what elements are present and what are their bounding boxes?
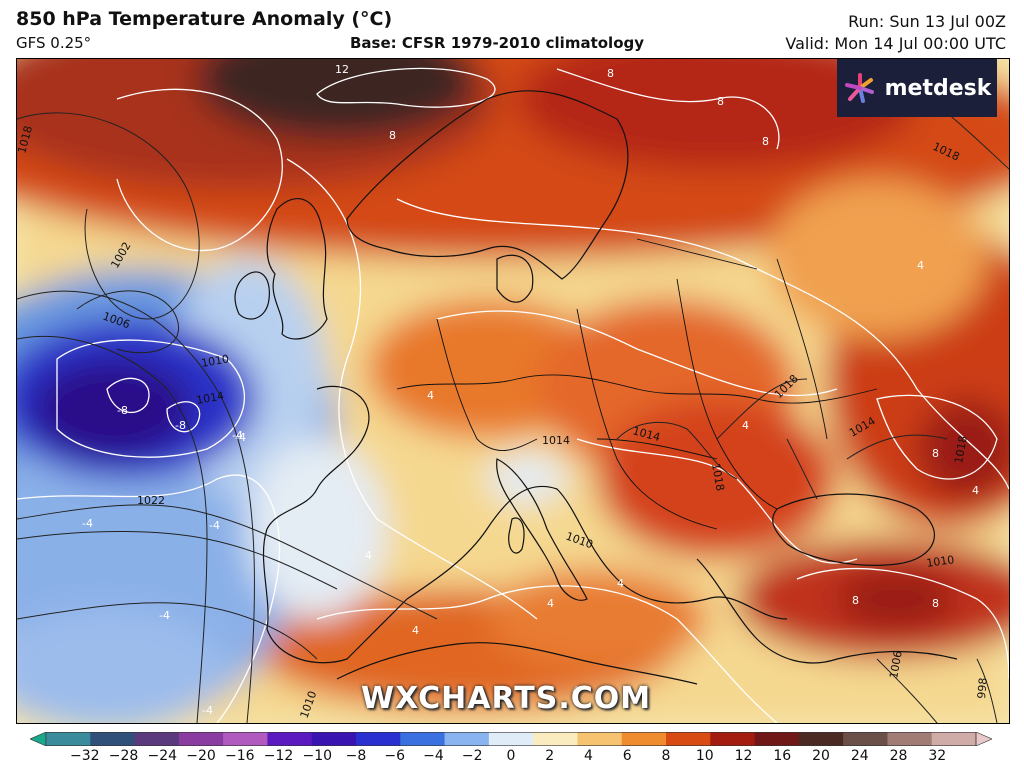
colorbar-extend-low <box>30 732 47 746</box>
colorbar-cell <box>488 732 534 746</box>
anomaly-map[interactable]: 1018 1002 1006 1010 1014 1022 1018 1018 … <box>16 58 1010 724</box>
colorbar-tick-label: 24 <box>850 748 869 764</box>
anomaly-label: -4 <box>82 517 93 530</box>
colorbar-tick-label: 20 <box>812 748 830 764</box>
isobar-label: 1018 <box>709 462 727 492</box>
anomaly-label: 4 <box>742 419 749 432</box>
colorbar-tick-label: −8 <box>345 748 367 764</box>
colorbar-tick-label: −10 <box>302 748 333 764</box>
metdesk-logo-text: metdesk <box>884 75 992 101</box>
colorbar-tick-label: −28 <box>108 748 139 764</box>
anomaly-label: 4 <box>427 389 434 402</box>
colorbar-tick-label: 28 <box>889 748 908 764</box>
isobar-label: 1014 <box>542 434 570 447</box>
anomaly-label: -4 <box>235 431 246 444</box>
colorbar-cell <box>400 732 446 746</box>
valid-time-label: Valid: Mon 14 Jul 00:00 UTC <box>785 34 1006 53</box>
anomaly-label: 8 <box>762 135 769 148</box>
colorbar-cell <box>754 732 800 746</box>
map-title: 850 hPa Temperature Anomaly (°C) <box>16 8 393 30</box>
model-label: GFS 0.25° <box>16 34 92 52</box>
isobar-label: 1006 <box>887 650 905 680</box>
colorbar-tick-label: 32 <box>928 748 947 764</box>
colorbar-tick-label: 0 <box>506 748 516 764</box>
colorbar-tick-label: 10 <box>695 748 714 764</box>
colorbar-cell <box>267 732 313 746</box>
colorbar-tick-label: −6 <box>384 748 406 764</box>
anomaly-label: -4 <box>209 519 220 532</box>
anomaly-field <box>17 59 1009 723</box>
anomaly-label: -4 <box>159 609 170 622</box>
anomaly-label-layer: 12 8 8 8 8 -4 -8 -8 -4 -4 -4 -4 -4 4 4 4… <box>82 63 979 717</box>
isobar-label: 1010 <box>926 553 956 570</box>
anomaly-label: 4 <box>972 484 979 497</box>
anomaly-label: 8 <box>932 447 939 460</box>
colorbar-tick-label: −24 <box>147 748 178 764</box>
climatology-base-label: Base: CFSR 1979-2010 climatology <box>350 34 645 52</box>
run-time-label: Run: Sun 13 Jul 00Z <box>848 12 1006 31</box>
isobar-label: 998 <box>975 677 990 699</box>
colorbar-cell <box>46 732 91 746</box>
colorbar-tick-label: 8 <box>661 748 671 764</box>
anomaly-label: 8 <box>932 597 939 610</box>
colorbar-tick-label: −2 <box>461 748 483 764</box>
colorbar-cell <box>798 732 844 746</box>
colorbar <box>30 732 992 746</box>
anomaly-label: 4 <box>365 549 372 562</box>
isobar-label: 1018 <box>952 435 970 465</box>
anomaly-label: 8 <box>717 95 724 108</box>
anomaly-label: -4 <box>202 704 213 717</box>
isobar-label: 1022 <box>137 494 165 507</box>
colorbar-extend-high <box>975 732 992 746</box>
anomaly-label: 8 <box>389 129 396 142</box>
colorbar-cell <box>356 732 401 746</box>
colorbar-tick-label: 6 <box>622 748 632 764</box>
colorbar-tick-label: −12 <box>263 748 294 764</box>
anomaly-label: 4 <box>412 624 419 637</box>
wxcharts-watermark: WXCHARTS.COM <box>361 681 652 716</box>
colorbar-tick-label: −4 <box>423 748 444 764</box>
colorbar-tick-label: 16 <box>773 748 792 764</box>
anomaly-label: 8 <box>852 594 859 607</box>
anomaly-label: -8 <box>117 404 128 417</box>
anomaly-label: 4 <box>917 259 924 272</box>
anomaly-label: 8 <box>607 67 614 80</box>
coastlines <box>234 90 958 685</box>
colorbar-cell <box>666 732 711 746</box>
colorbar-tick-label: −32 <box>69 748 100 764</box>
colorbar-cell <box>178 732 224 746</box>
colorbar-tick-label: −16 <box>224 748 255 764</box>
anomaly-label: -4 <box>232 429 243 442</box>
colorbar-tick-label: 4 <box>584 748 593 764</box>
colorbar-cell <box>223 732 268 746</box>
colorbar-cell <box>931 732 977 746</box>
colorbar-outline <box>45 732 977 746</box>
colorbar-tick-label: 2 <box>545 748 555 764</box>
colorbar-cell <box>90 732 136 746</box>
isotherm-contours <box>17 67 1009 723</box>
colorbar-tick-labels: −32 −28 −24 −20 −16 −12 −10 −8 −6 −4 −2 0 2 4 6 8 10 12 16… <box>0 748 1024 768</box>
isobar-label: 1014 <box>195 389 225 407</box>
colorbar-tick-label: 12 <box>734 748 753 764</box>
anomaly-label: 12 <box>335 63 349 76</box>
metdesk-logo: metdesk <box>837 59 997 117</box>
colorbar-cell <box>311 732 357 746</box>
colorbar-cell <box>533 732 578 746</box>
colorbar-cell <box>577 732 623 746</box>
metdesk-logo-icon <box>844 73 874 103</box>
anomaly-label: 4 <box>547 597 554 610</box>
colorbar-cell <box>444 732 490 746</box>
colorbar-cell <box>843 732 888 746</box>
colorbar-cell <box>621 732 667 746</box>
anomaly-map-canvas: 1018 1002 1006 1010 1014 1022 1018 1018 … <box>17 59 1009 723</box>
colorbar-tick-label: −20 <box>186 748 216 764</box>
isobar-label: 1010 <box>200 352 230 370</box>
colorbar-cell <box>134 732 180 746</box>
anomaly-label: 4 <box>617 577 624 590</box>
colorbar-cell <box>710 732 756 746</box>
anomaly-label: -8 <box>175 419 186 432</box>
anomaly-label: 4 <box>572 684 579 697</box>
colorbar-cell <box>887 732 933 746</box>
isobars <box>17 88 1009 723</box>
